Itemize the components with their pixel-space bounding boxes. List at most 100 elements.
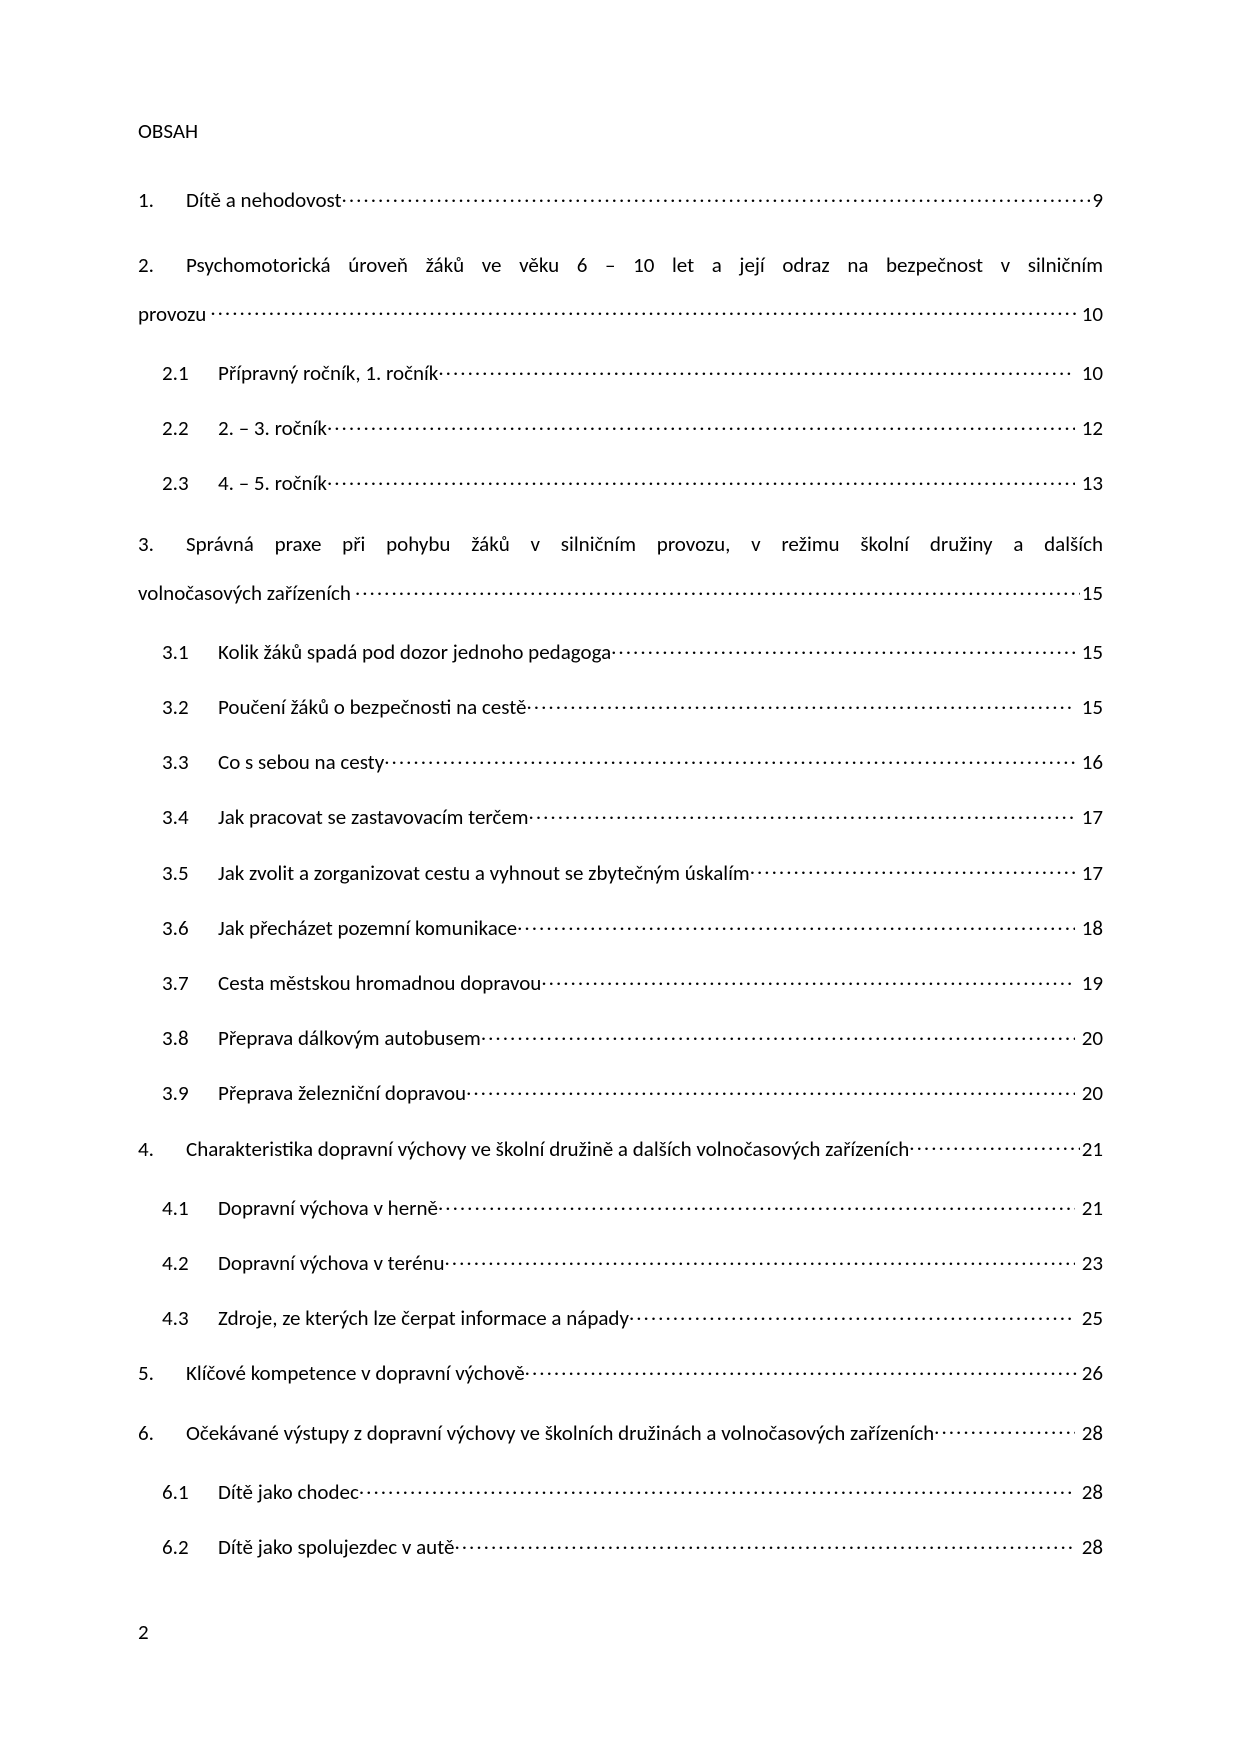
toc-page: 18 <box>1075 915 1103 941</box>
toc-leader <box>438 1190 1075 1215</box>
toc-page: 28 <box>1075 1479 1103 1505</box>
toc-number: 3.9 <box>162 1080 218 1106</box>
toc-title: Dítě jako chodec <box>218 1479 359 1505</box>
toc-entry-2-3: 2.3 4. – 5. ročník 13 <box>138 465 1103 496</box>
toc-leader <box>466 1075 1075 1100</box>
toc-page: 20 <box>1075 1025 1103 1051</box>
toc-entry-3-4: 3.4 Jak pracovat se zastavovacím terčem … <box>138 799 1103 830</box>
toc-leader <box>750 854 1075 879</box>
toc-title: 2. – 3. ročník <box>218 415 327 441</box>
toc-number: 4. <box>138 1136 186 1162</box>
toc-title: 4. – 5. ročník <box>218 470 327 496</box>
toc-entry-3-3: 3.3 Co s sebou na cesty 16 <box>138 744 1103 775</box>
toc-number: 4.1 <box>162 1195 218 1221</box>
toc-leader <box>210 295 1079 320</box>
toc-entry-6-1: 6.1 Dítě jako chodec 28 <box>138 1474 1103 1505</box>
toc-number: 3.5 <box>162 860 218 886</box>
toc-page: 10 <box>1080 301 1103 327</box>
toc-page: 21 <box>1075 1195 1103 1221</box>
toc-leader <box>934 1414 1075 1439</box>
toc-page: 15 <box>1080 580 1103 606</box>
toc-title-part1: Správná praxe při pohybu žáků v silniční… <box>186 531 1103 557</box>
toc-page: 16 <box>1075 749 1103 775</box>
toc-number: 3.1 <box>162 639 218 665</box>
toc-title: Kolik žáků spadá pod dozor jednoho pedag… <box>218 639 611 665</box>
toc-leader <box>342 182 1091 207</box>
toc-entry-3: 3.Správná praxe při pohybu žáků v silnič… <box>138 520 1103 605</box>
toc-title: Přeprava dálkovým autobusem <box>218 1025 481 1051</box>
toc-page: 20 <box>1075 1080 1103 1106</box>
toc-entry-5: 5. Klíčové kompetence v dopravní výchově… <box>138 1355 1103 1386</box>
toc-title: Dopravní výchova v terénu <box>218 1250 445 1276</box>
toc-title: Poučení žáků o bezpečnosti na cestě <box>218 694 527 720</box>
toc-title: Dopravní výchova v herně <box>218 1195 438 1221</box>
toc-entry-3-9: 3.9 Přeprava železniční dopravou 20 <box>138 1075 1103 1106</box>
toc-number: 2.3 <box>162 470 218 496</box>
toc-title: Přípravný ročník, 1. ročník <box>218 360 438 386</box>
toc-entry-2-1: 2.1 Přípravný ročník, 1. ročník 10 <box>138 355 1103 386</box>
toc-leader <box>438 355 1075 380</box>
toc-page: 15 <box>1075 639 1103 665</box>
toc-entry-1: 1. Dítě a nehodovost 9 <box>138 182 1103 213</box>
toc-number: 4.2 <box>162 1250 218 1276</box>
toc-title: Klíčové kompetence v dopravní výchově <box>186 1360 525 1386</box>
toc-entry-3-6: 3.6 Jak přecházet pozemní komunikace 18 <box>138 910 1103 941</box>
toc-title: Jak zvolit a zorganizovat cestu a vyhnou… <box>218 860 750 886</box>
toc-entry-3-2: 3.2 Poučení žáků o bezpečnosti na cestě … <box>138 689 1103 720</box>
toc-number: 3.6 <box>162 915 218 941</box>
toc-leader <box>359 1474 1075 1499</box>
toc-page: 17 <box>1075 860 1103 886</box>
toc-leader <box>384 744 1075 769</box>
toc-number: 3.2 <box>162 694 218 720</box>
toc-number: 2.2 <box>162 415 218 441</box>
toc-number: 6.1 <box>162 1479 218 1505</box>
toc-number: 2. <box>138 241 186 289</box>
toc-page: 21 <box>1080 1136 1103 1162</box>
toc-page: 17 <box>1075 804 1103 830</box>
toc-title: Co s sebou na cesty <box>218 749 384 775</box>
toc-title: Dítě a nehodovost <box>186 187 342 213</box>
toc-page: 9 <box>1090 187 1103 213</box>
toc-title-part2: provozu <box>138 301 210 327</box>
toc-title: Jak pracovat se zastavovacím terčem <box>218 804 529 830</box>
toc-number: 6.2 <box>162 1534 218 1560</box>
toc-entry-4: 4. Charakteristika dopravní výchovy ve š… <box>138 1130 1103 1161</box>
toc-title-part1: Psychomotorická úroveň žáků ve věku 6 – … <box>186 252 1103 278</box>
toc-title-part2: volnočasových zařízeních <box>138 580 355 606</box>
toc-page: 25 <box>1075 1305 1103 1331</box>
toc-entry-4-2: 4.2 Dopravní výchova v terénu 23 <box>138 1245 1103 1276</box>
toc-title: Cesta městskou hromadnou dopravou <box>218 970 541 996</box>
toc-leader <box>529 799 1075 824</box>
toc-number: 4.3 <box>162 1305 218 1331</box>
toc-number: 5. <box>138 1360 186 1386</box>
toc-entry-3-5: 3.5 Jak zvolit a zorganizovat cestu a vy… <box>138 854 1103 885</box>
toc-leader <box>909 1130 1079 1155</box>
toc-entry-2: 2.Psychomotorická úroveň žáků ve věku 6 … <box>138 241 1103 326</box>
toc-title: Přeprava železniční dopravou <box>218 1080 466 1106</box>
toc-page: 26 <box>1080 1360 1103 1386</box>
toc-leader <box>327 465 1075 490</box>
toc-page: 28 <box>1075 1534 1103 1560</box>
toc-title: Charakteristika dopravní výchovy ve škol… <box>186 1136 909 1162</box>
toc-entry-4-3: 4.3 Zdroje, ze kterých lze čerpat inform… <box>138 1300 1103 1331</box>
toc-page: 19 <box>1075 970 1103 996</box>
toc-entry-2-line2: provozu 10 <box>138 295 1103 326</box>
toc-title: Očekávané výstupy z dopravní výchovy ve … <box>186 1420 934 1446</box>
toc-leader <box>445 1245 1075 1270</box>
toc-page: 15 <box>1075 694 1103 720</box>
toc-leader <box>629 1300 1075 1325</box>
toc-page: 23 <box>1075 1250 1103 1276</box>
toc-leader <box>611 634 1075 659</box>
toc-number: 6. <box>138 1420 186 1446</box>
toc-leader <box>525 1355 1080 1380</box>
toc-heading: OBSAH <box>138 118 1103 144</box>
toc-number: 3.8 <box>162 1025 218 1051</box>
toc-entry-3-line2: volnočasových zařízeních 15 <box>138 575 1103 606</box>
toc-title: Jak přecházet pozemní komunikace <box>218 915 517 941</box>
toc-page: 13 <box>1075 470 1103 496</box>
toc-entry-3-line1: 3.Správná praxe při pohybu žáků v silnič… <box>138 520 1103 568</box>
toc-number: 2.1 <box>162 360 218 386</box>
page-number: 2 <box>138 1619 149 1645</box>
toc-leader <box>327 410 1075 435</box>
toc-entry-2-line1: 2.Psychomotorická úroveň žáků ve věku 6 … <box>138 241 1103 289</box>
